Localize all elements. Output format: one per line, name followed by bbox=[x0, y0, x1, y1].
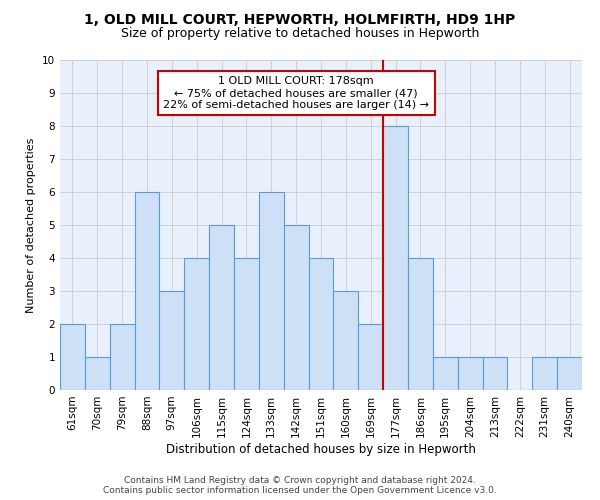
Bar bbox=[334, 291, 358, 390]
Bar bbox=[408, 258, 433, 390]
Text: 1, OLD MILL COURT, HEPWORTH, HOLMFIRTH, HD9 1HP: 1, OLD MILL COURT, HEPWORTH, HOLMFIRTH, … bbox=[85, 12, 515, 26]
Bar bbox=[358, 324, 383, 390]
Text: Contains HM Land Registry data © Crown copyright and database right 2024.
Contai: Contains HM Land Registry data © Crown c… bbox=[103, 476, 497, 495]
Bar bbox=[110, 324, 134, 390]
Bar bbox=[284, 225, 308, 390]
Bar bbox=[85, 357, 110, 390]
Bar bbox=[458, 357, 482, 390]
Bar bbox=[433, 357, 458, 390]
Bar bbox=[134, 192, 160, 390]
Bar bbox=[557, 357, 582, 390]
Bar bbox=[184, 258, 209, 390]
Bar bbox=[383, 126, 408, 390]
Bar bbox=[532, 357, 557, 390]
X-axis label: Distribution of detached houses by size in Hepworth: Distribution of detached houses by size … bbox=[166, 442, 476, 456]
Bar bbox=[308, 258, 334, 390]
Text: 1 OLD MILL COURT: 178sqm
← 75% of detached houses are smaller (47)
22% of semi-d: 1 OLD MILL COURT: 178sqm ← 75% of detach… bbox=[163, 76, 429, 110]
Bar bbox=[60, 324, 85, 390]
Bar bbox=[234, 258, 259, 390]
Bar bbox=[209, 225, 234, 390]
Bar bbox=[259, 192, 284, 390]
Bar bbox=[160, 291, 184, 390]
Y-axis label: Number of detached properties: Number of detached properties bbox=[26, 138, 37, 312]
Text: Size of property relative to detached houses in Hepworth: Size of property relative to detached ho… bbox=[121, 28, 479, 40]
Bar bbox=[482, 357, 508, 390]
